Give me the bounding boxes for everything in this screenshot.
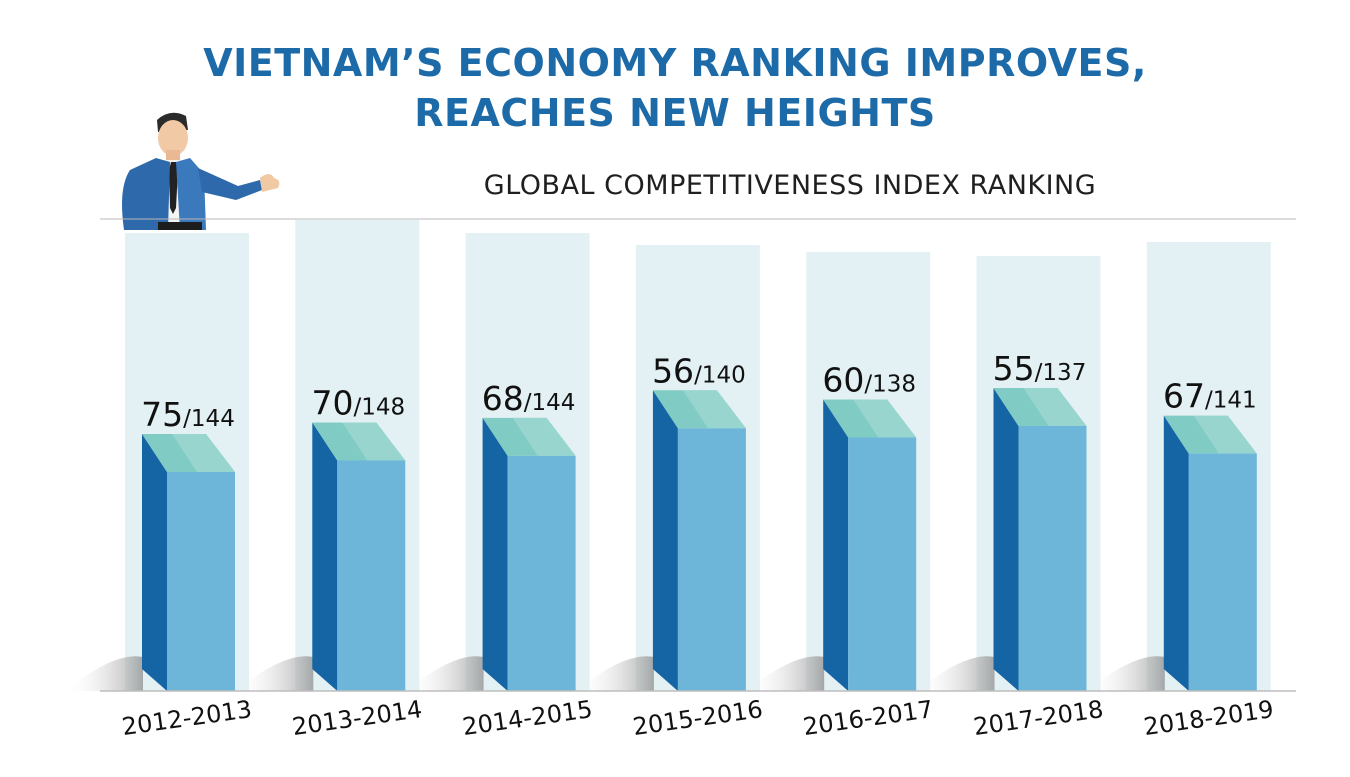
data-label: 55/137 (993, 349, 1087, 388)
businessman-illustration (122, 112, 280, 230)
bar (1188, 453, 1257, 691)
bar (167, 472, 235, 691)
bar-shadow (1086, 656, 1165, 691)
bar-side (1163, 415, 1189, 691)
bar-side (482, 417, 508, 691)
data-label: 68/144 (482, 379, 576, 418)
bar-top-highlight (1023, 388, 1087, 426)
data-label: 70/148 (311, 384, 405, 423)
data-label: 60/138 (822, 361, 916, 400)
bar (677, 428, 746, 691)
bar-shadow (746, 656, 825, 691)
bar-top-highlight (1193, 415, 1257, 454)
bar-top-highlight (853, 399, 917, 438)
bar-side (652, 390, 678, 691)
bar-shadow (235, 656, 314, 691)
bar (337, 460, 406, 691)
bar-shadow (65, 656, 143, 691)
bar-side (993, 388, 1019, 691)
x-tick-label: 2012-2013 (120, 695, 253, 741)
data-label: 75/144 (141, 395, 235, 434)
x-tick-label: 2017-2018 (972, 695, 1105, 741)
x-tick-label: 2016-2017 (801, 695, 934, 741)
chart-title: GLOBAL COMPETITIVENESS INDEX RANKING (483, 170, 1097, 201)
bar-side (312, 422, 338, 691)
x-tick-label: 2014-2015 (461, 695, 594, 741)
headline-line-1: VIETNAM’S ECONOMY RANKING IMPROVES, (203, 41, 1147, 85)
bar (848, 437, 917, 691)
bar (1018, 426, 1087, 691)
x-tick-label: 2013-2014 (290, 695, 423, 741)
data-label: 56/140 (652, 351, 746, 390)
data-label: 67/141 (1163, 377, 1257, 416)
bar-top-highlight (682, 390, 746, 429)
headline-line-2: REACHES NEW HEIGHTS (414, 91, 936, 135)
bar-top-highlight (342, 422, 406, 461)
bar-side (142, 434, 167, 691)
bar-shadow (405, 656, 484, 691)
bar-top-highlight (172, 434, 235, 472)
x-tick-label: 2015-2016 (631, 695, 764, 741)
x-tick-label: 2018-2019 (1142, 695, 1275, 741)
bar-shadow (575, 656, 654, 691)
bar-top-highlight (512, 417, 576, 456)
bar (507, 455, 576, 691)
bar-shadow (916, 656, 995, 691)
bar-side (823, 399, 849, 691)
